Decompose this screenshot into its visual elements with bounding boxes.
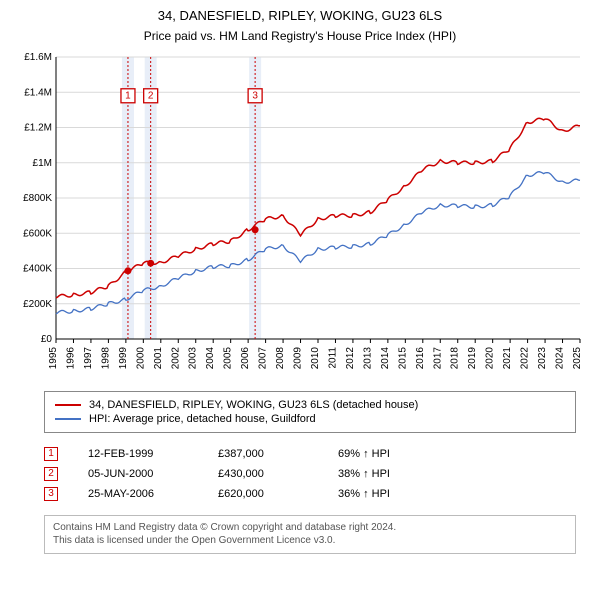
legend-swatch bbox=[55, 404, 81, 406]
transaction-row: 1 12-FEB-1999 £387,000 69% ↑ HPI bbox=[44, 447, 576, 461]
transaction-marker: 2 bbox=[44, 467, 58, 481]
transaction-price: £430,000 bbox=[218, 468, 308, 480]
transaction-price: £620,000 bbox=[218, 488, 308, 500]
svg-text:2016: 2016 bbox=[415, 346, 426, 369]
svg-text:2019: 2019 bbox=[467, 346, 478, 369]
svg-text:£1.6M: £1.6M bbox=[24, 52, 52, 63]
svg-text:2021: 2021 bbox=[502, 346, 513, 369]
svg-text:1995: 1995 bbox=[48, 346, 59, 369]
svg-text:2010: 2010 bbox=[310, 346, 321, 369]
svg-text:2002: 2002 bbox=[170, 346, 181, 369]
transaction-pct: 69% ↑ HPI bbox=[338, 448, 428, 460]
svg-text:2011: 2011 bbox=[327, 346, 338, 368]
chart-legend: 34, DANESFIELD, RIPLEY, WOKING, GU23 6LS… bbox=[44, 391, 576, 433]
footer-line: This data is licensed under the Open Gov… bbox=[53, 534, 567, 548]
page-subtitle: Price paid vs. HM Land Registry's House … bbox=[14, 29, 586, 43]
legend-swatch bbox=[55, 418, 81, 420]
svg-text:1996: 1996 bbox=[65, 346, 76, 369]
legend-label: 34, DANESFIELD, RIPLEY, WOKING, GU23 6LS… bbox=[89, 399, 418, 411]
footer-line: Contains HM Land Registry data © Crown c… bbox=[53, 521, 567, 535]
svg-text:2020: 2020 bbox=[485, 346, 496, 369]
svg-text:2024: 2024 bbox=[555, 346, 566, 369]
svg-text:1999: 1999 bbox=[118, 346, 129, 369]
svg-text:2003: 2003 bbox=[188, 346, 199, 369]
transaction-row: 2 05-JUN-2000 £430,000 38% ↑ HPI bbox=[44, 467, 576, 481]
svg-text:£400K: £400K bbox=[23, 263, 52, 274]
price-chart: £0 £200K £400K £600K £800K £1M £1.2M £1.4M £1.6M… bbox=[14, 51, 586, 381]
page-title: 34, DANESFIELD, RIPLEY, WOKING, GU23 6LS bbox=[14, 8, 586, 25]
svg-text:£800K: £800K bbox=[23, 193, 52, 204]
svg-text:£1M: £1M bbox=[33, 158, 52, 169]
svg-text:2: 2 bbox=[148, 90, 154, 101]
svg-text:2018: 2018 bbox=[450, 346, 461, 369]
svg-text:1998: 1998 bbox=[100, 346, 111, 369]
svg-text:2025: 2025 bbox=[572, 346, 583, 369]
svg-text:2017: 2017 bbox=[432, 346, 443, 369]
svg-text:2012: 2012 bbox=[345, 346, 356, 369]
svg-text:2008: 2008 bbox=[275, 346, 286, 369]
svg-text:2015: 2015 bbox=[397, 346, 408, 369]
svg-text:2004: 2004 bbox=[205, 346, 216, 369]
svg-text:£0: £0 bbox=[41, 334, 53, 345]
svg-text:1: 1 bbox=[125, 90, 131, 101]
svg-text:2013: 2013 bbox=[362, 346, 373, 369]
svg-text:£600K: £600K bbox=[23, 228, 52, 239]
transaction-row: 3 25-MAY-2006 £620,000 36% ↑ HPI bbox=[44, 487, 576, 501]
svg-text:2005: 2005 bbox=[223, 346, 234, 369]
legend-item-hpi: HPI: Average price, detached house, Guil… bbox=[55, 413, 565, 425]
transaction-pct: 36% ↑ HPI bbox=[338, 488, 428, 500]
svg-text:2022: 2022 bbox=[520, 346, 531, 369]
transaction-price: £387,000 bbox=[218, 448, 308, 460]
svg-text:3: 3 bbox=[252, 90, 258, 101]
transaction-date: 12-FEB-1999 bbox=[88, 448, 188, 460]
svg-text:2023: 2023 bbox=[537, 346, 548, 369]
svg-text:2006: 2006 bbox=[240, 346, 251, 369]
attribution-footer: Contains HM Land Registry data © Crown c… bbox=[44, 515, 576, 554]
svg-text:£1.2M: £1.2M bbox=[24, 122, 52, 133]
transaction-marker: 3 bbox=[44, 487, 58, 501]
svg-text:1997: 1997 bbox=[83, 346, 94, 369]
transactions-table: 1 12-FEB-1999 £387,000 69% ↑ HPI 2 05-JU… bbox=[44, 441, 576, 507]
transaction-date: 25-MAY-2006 bbox=[88, 488, 188, 500]
legend-item-property: 34, DANESFIELD, RIPLEY, WOKING, GU23 6LS… bbox=[55, 399, 565, 411]
transaction-marker: 1 bbox=[44, 447, 58, 461]
transaction-pct: 38% ↑ HPI bbox=[338, 468, 428, 480]
svg-text:2014: 2014 bbox=[380, 346, 391, 369]
svg-text:2000: 2000 bbox=[135, 346, 146, 369]
transaction-date: 05-JUN-2000 bbox=[88, 468, 188, 480]
svg-text:£200K: £200K bbox=[23, 299, 52, 310]
svg-text:2009: 2009 bbox=[293, 346, 304, 369]
legend-label: HPI: Average price, detached house, Guil… bbox=[89, 413, 316, 425]
svg-text:2007: 2007 bbox=[258, 346, 269, 369]
svg-text:£1.4M: £1.4M bbox=[24, 87, 52, 98]
svg-text:2001: 2001 bbox=[153, 346, 164, 369]
